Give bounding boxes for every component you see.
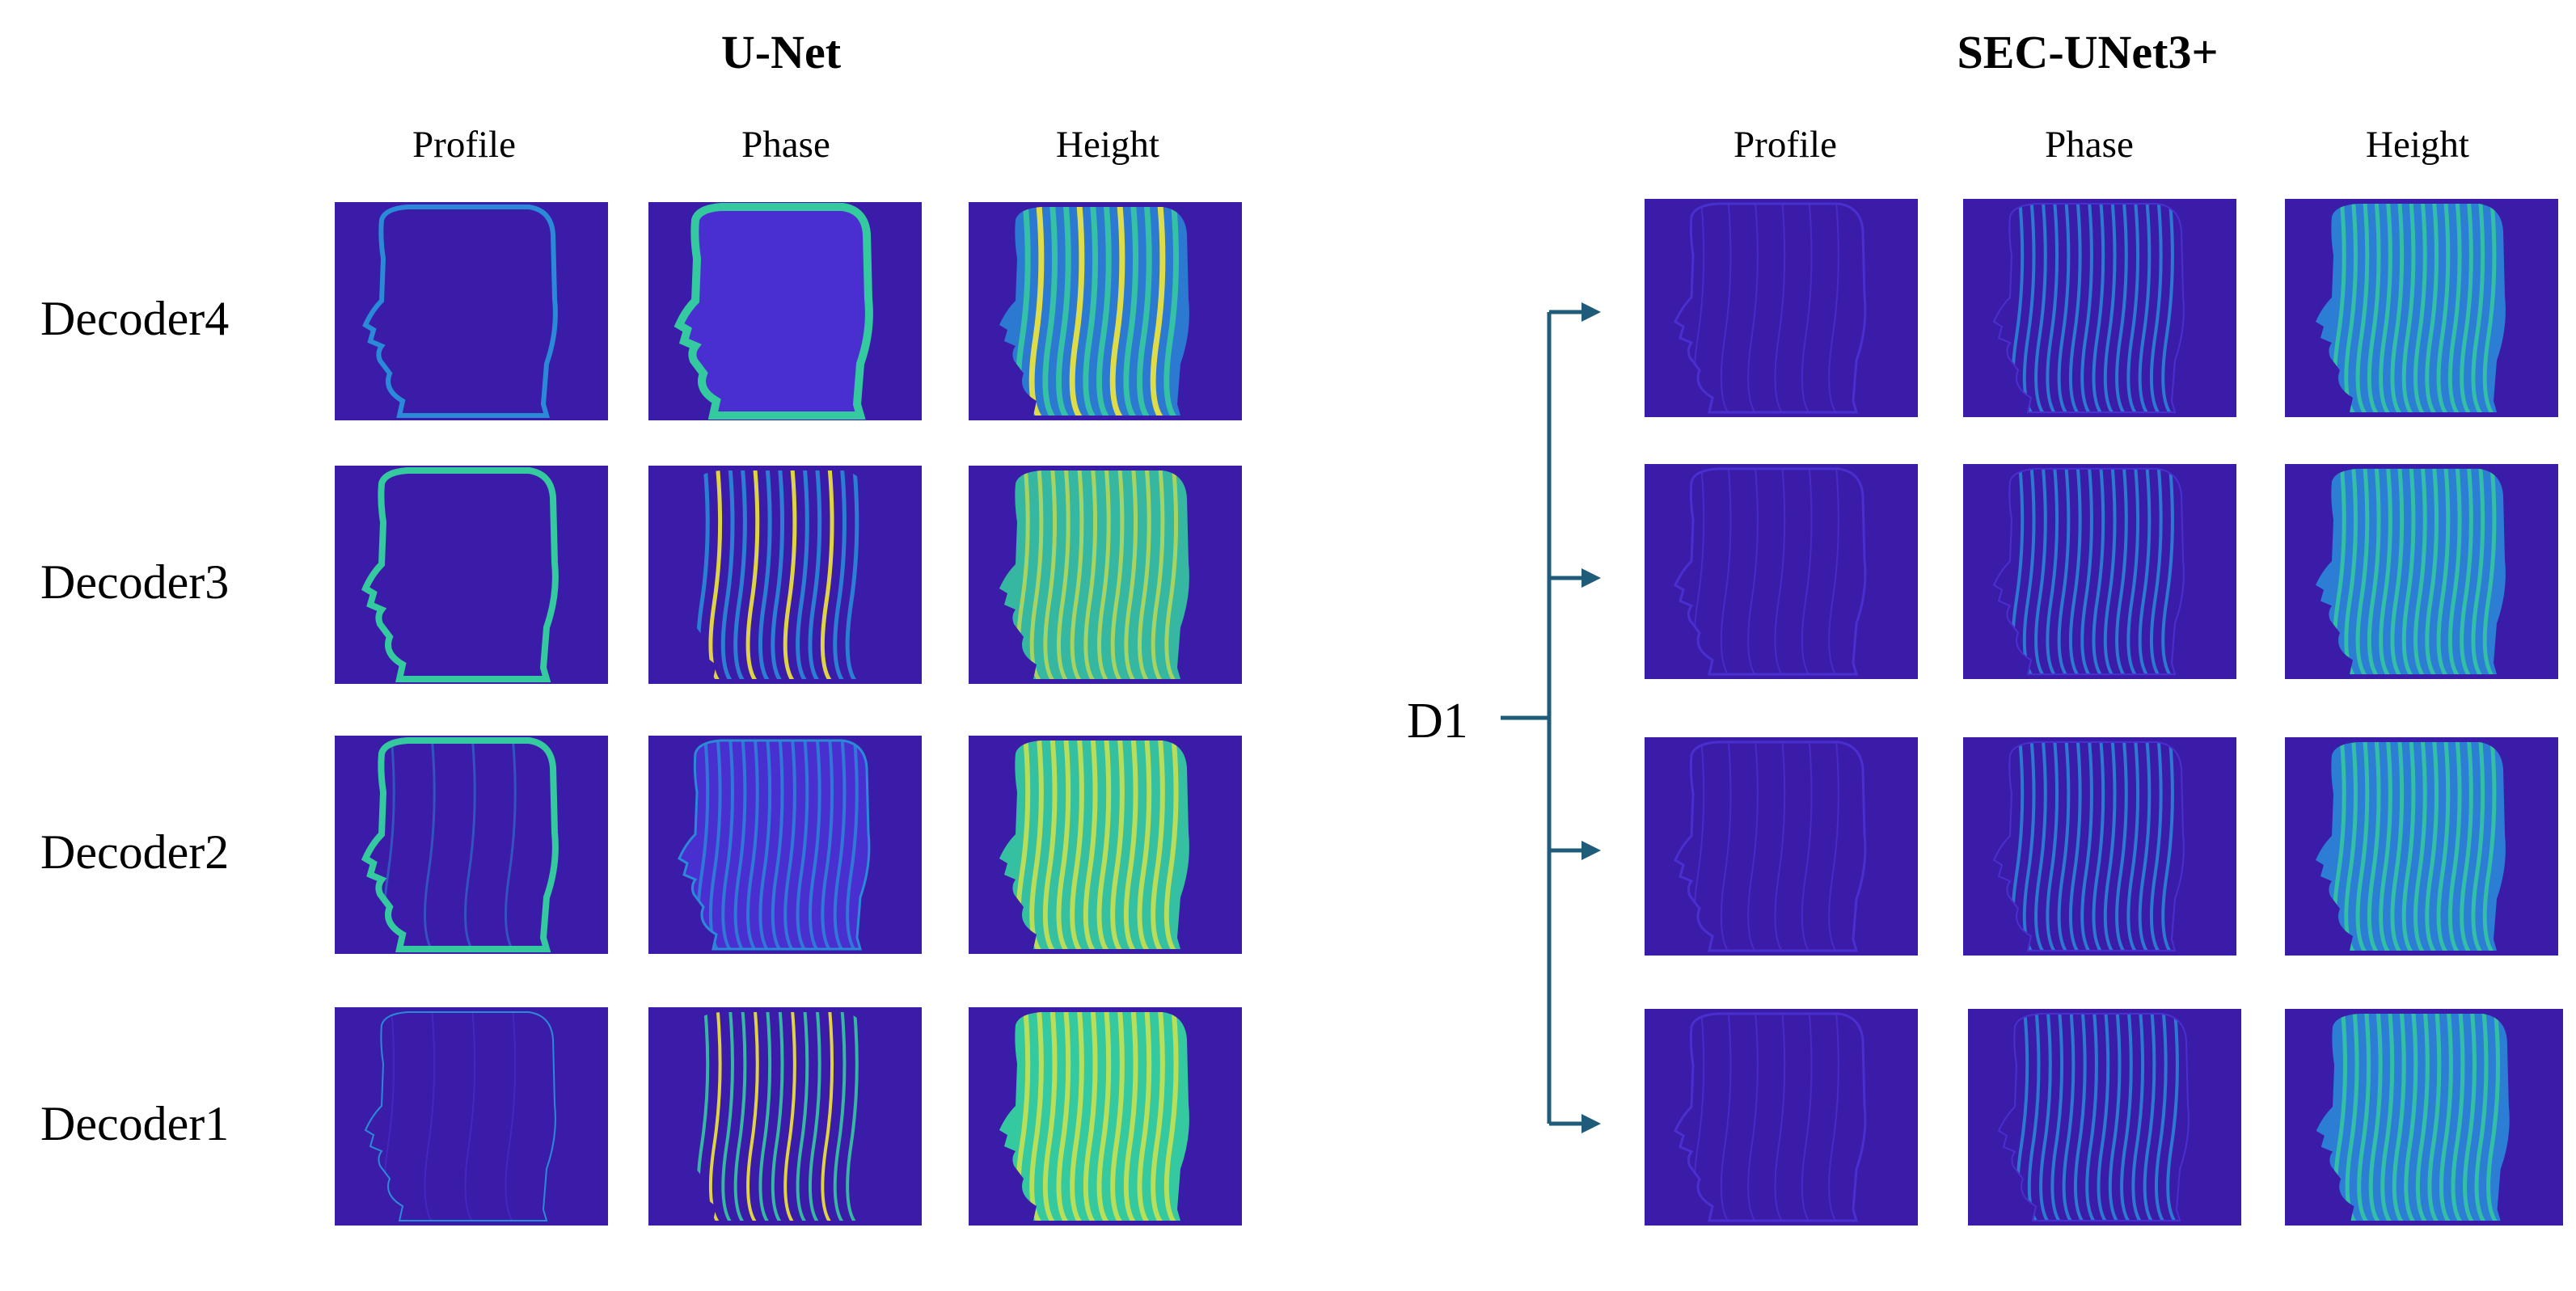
unet-decoder4-height — [969, 202, 1242, 420]
left-col-head-height: Height — [1056, 124, 1159, 166]
unet-title: U-Net — [720, 26, 842, 78]
sec-row4-phase — [1968, 1009, 2241, 1226]
sec-row4-height — [2285, 1009, 2563, 1226]
sec-row3-profile — [1645, 737, 1918, 956]
sec-row1-profile — [1645, 199, 1918, 417]
unet-decoder1-profile — [335, 1007, 608, 1226]
left-col-head-profile: Profile — [412, 124, 516, 166]
unet-decoder4-phase — [648, 202, 922, 420]
sec-row4-profile — [1645, 1009, 1918, 1226]
sec-unet3plus-title: SEC-UNet3+ — [1957, 26, 2219, 78]
row-label-decoder2: Decoder2 — [40, 825, 230, 879]
d1-branch-label: D1 — [1407, 694, 1468, 749]
row-label-decoder4: Decoder4 — [40, 292, 230, 345]
unet-decoder3-height — [969, 466, 1242, 684]
left-col-head-phase: Phase — [741, 124, 830, 166]
arrow-head-row2 — [1581, 568, 1601, 588]
unet-decoder1-height — [969, 1007, 1242, 1226]
sec-row2-phase — [1963, 464, 2236, 679]
right-col-head-phase: Phase — [2045, 124, 2134, 166]
unet-decoder3-profile — [335, 466, 608, 684]
row-label-decoder1: Decoder1 — [40, 1097, 230, 1150]
arrow-head-row3 — [1581, 841, 1601, 860]
unet-decoder1-phase — [648, 1007, 922, 1226]
unet-decoder2-profile — [335, 736, 608, 954]
right-col-head-height: Height — [2366, 124, 2469, 166]
sec-row3-phase — [1963, 737, 2236, 956]
unet-decoder2-phase — [648, 736, 922, 954]
unet-decoder2-height — [969, 736, 1242, 954]
row-label-decoder3: Decoder3 — [40, 555, 230, 609]
arrow-head-row1 — [1581, 302, 1601, 322]
unet-decoder3-phase — [648, 466, 922, 684]
unet-decoder4-profile — [335, 202, 608, 420]
arrow-head-row4 — [1581, 1114, 1601, 1133]
sec-row1-height — [2285, 199, 2558, 417]
sec-row2-height — [2285, 464, 2558, 679]
sec-row2-profile — [1645, 464, 1918, 679]
sec-row3-height — [2285, 737, 2558, 956]
sec-row1-phase — [1963, 199, 2236, 417]
right-col-head-profile: Profile — [1734, 124, 1837, 166]
